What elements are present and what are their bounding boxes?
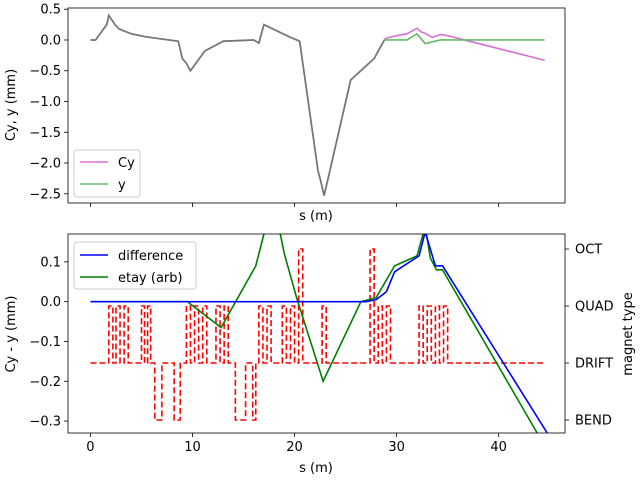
top-y-tick-label: −2.5 [29, 187, 61, 202]
top-axes-frame [67, 7, 566, 204]
bottom-x-axis-label: s (m) [299, 461, 333, 476]
bottom-panel: 0 10 20 30 40 0.1 0.0 −0.1 −0.2 −0.3 OCT QUAD DRIFT B… [4, 233, 636, 476]
bottom-x-tick-label: 20 [286, 440, 303, 455]
top-legend: Cy y [73, 149, 141, 198]
series-cy-y-overlap-line [90, 13, 386, 196]
top-y-tick-label: −0.5 [29, 64, 61, 79]
right-y-tick-label-drift: DRIFT [575, 357, 613, 372]
bottom-y-axis-label: Cy - y (mm) [4, 295, 19, 372]
bottom-legend: difference etay (arb) [73, 241, 197, 290]
bottom-x-tick-label: 10 [184, 440, 201, 455]
top-y-tick-label: −1.5 [29, 126, 61, 141]
bottom-series [90, 234, 549, 433]
bottom-ticks: 0 10 20 30 40 0.1 0.0 −0.1 −0.2 −0.3 OCT QUAD DRIFT B… [29, 242, 613, 455]
series-etay-line [90, 234, 539, 433]
bottom-right-axis-label: magnet type [621, 292, 636, 375]
bottom-axes-frame [67, 233, 566, 434]
top-y-tick-label: −2.0 [29, 157, 61, 172]
bottom-y-tick-label: 0.1 [40, 255, 61, 270]
top-x-axis-label: s (m) [299, 209, 333, 224]
legend-label-y: y [118, 178, 126, 193]
bottom-y-tick-label: 0.0 [40, 295, 61, 310]
bottom-x-tick-label: 0 [86, 440, 94, 455]
legend-label-etay: etay (arb) [118, 271, 183, 286]
legend-label-difference: difference [118, 249, 183, 264]
bottom-x-tick-label: 30 [388, 440, 405, 455]
right-y-tick-label-oct: OCT [575, 242, 602, 257]
top-y-tick-label: 0.0 [40, 33, 61, 48]
top-y-axis-label: Cy, y (mm) [4, 69, 19, 141]
series-cy-line [384, 27, 545, 62]
bottom-y-tick-label: −0.1 [29, 335, 61, 350]
top-y-tick-label: 0.5 [40, 3, 61, 18]
legend-label-cy: Cy [118, 156, 135, 171]
top-ticks: 0.5 0.0 −0.5 −1.0 −1.5 −2.0 −2.5 [29, 3, 500, 207]
right-y-tick-label-quad: QUAD [575, 299, 614, 314]
top-series [90, 13, 545, 196]
top-y-tick-label: −1.0 [29, 95, 61, 110]
right-y-tick-label-bend: BEND [575, 414, 612, 429]
series-difference-line [90, 234, 549, 433]
magnet-layout-line [90, 248, 545, 421]
top-panel: 0.5 0.0 −0.5 −1.0 −1.5 −2.0 −2.5 s (m) Cy, y (… [4, 3, 566, 224]
bottom-x-tick-label: 40 [490, 440, 507, 455]
bottom-y-tick-label: −0.3 [29, 415, 61, 430]
bottom-y-tick-label: −0.2 [29, 375, 61, 390]
